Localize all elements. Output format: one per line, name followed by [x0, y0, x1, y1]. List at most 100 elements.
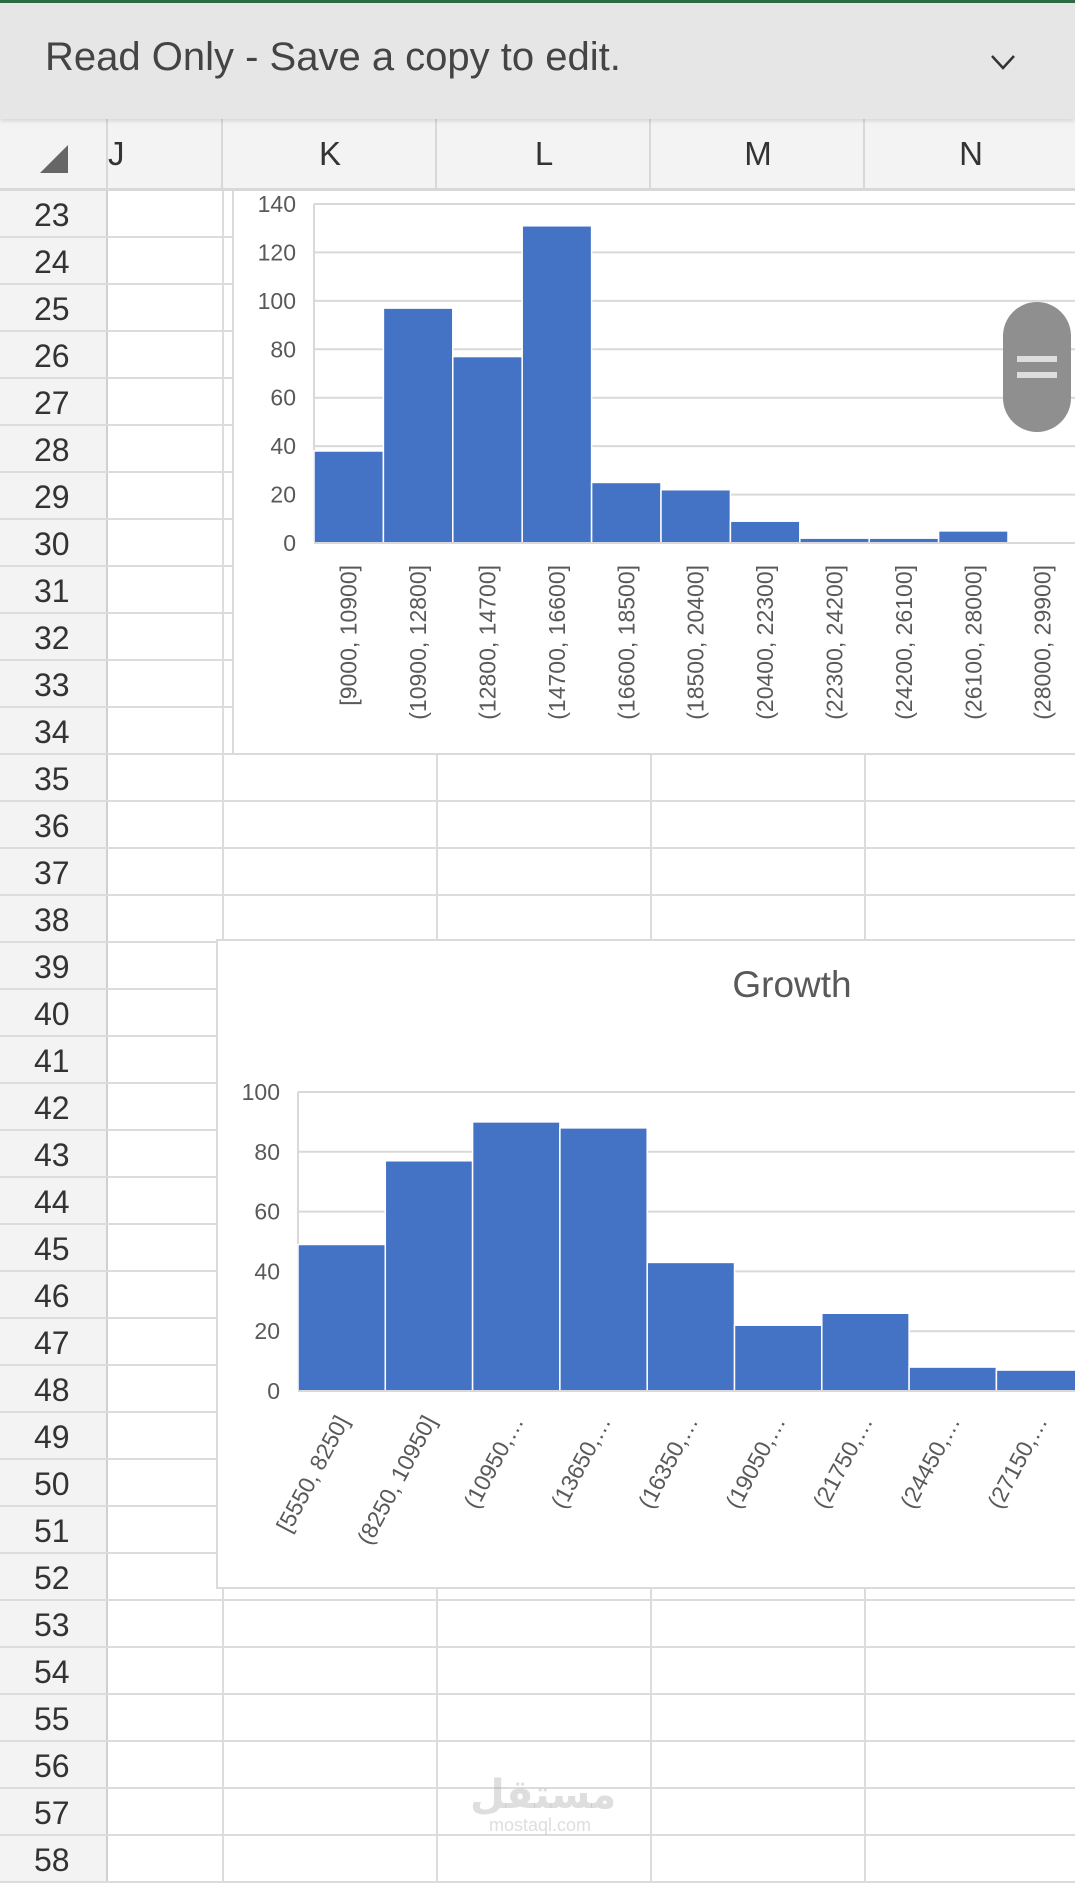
row-number[interactable]: 31 — [0, 567, 108, 612]
sheet-row[interactable]: 53 — [0, 1601, 1075, 1648]
row-number[interactable]: 26 — [0, 332, 108, 377]
sheet-row[interactable]: 56 — [0, 1742, 1075, 1789]
cell-divider — [222, 1601, 224, 1646]
chart-1-svg: 0 20 40 60 80 100 120 140 [9000, 10900] (10900, 1… — [258, 191, 1075, 720]
sheet-row[interactable]: 55 — [0, 1695, 1075, 1742]
cell-divider — [650, 1789, 652, 1834]
read-only-banner[interactable]: Read Only - Save a copy to edit. — [0, 3, 1075, 119]
cell-divider — [222, 661, 224, 706]
row-number[interactable]: 46 — [0, 1272, 108, 1317]
banner-text: Read Only - Save a copy to edit. — [45, 35, 621, 79]
row-number[interactable]: 48 — [0, 1366, 108, 1411]
x-tick-label: (27150,… — [982, 1411, 1052, 1512]
cell-divider — [864, 1648, 866, 1693]
x-tick-label: (20400, 22300] — [752, 565, 778, 720]
cell-divider — [222, 379, 224, 424]
sheet-row[interactable]: 54 — [0, 1648, 1075, 1695]
row-number[interactable]: 52 — [0, 1554, 108, 1599]
row-number[interactable]: 24 — [0, 238, 108, 283]
row-number[interactable]: 34 — [0, 708, 108, 753]
row-number[interactable]: 51 — [0, 1507, 108, 1552]
cell-divider — [222, 614, 224, 659]
row-number[interactable]: 50 — [0, 1460, 108, 1505]
sheet-row[interactable]: 35 — [0, 755, 1075, 802]
cell-divider — [650, 802, 652, 847]
y-tick-label: 20 — [254, 1318, 280, 1344]
cell-divider — [222, 1836, 224, 1881]
row-number[interactable]: 39 — [0, 943, 108, 988]
x-tick-label: (18500, 20400] — [683, 565, 709, 720]
x-tick-label: (24450,… — [895, 1411, 965, 1512]
cell-divider — [436, 896, 438, 941]
row-number[interactable]: 57 — [0, 1789, 108, 1834]
cell-divider — [864, 1601, 866, 1646]
row-number[interactable]: 25 — [0, 285, 108, 330]
row-number[interactable]: 58 — [0, 1836, 108, 1881]
histogram-bar — [521, 225, 593, 544]
watermark-arabic: مستقل — [470, 1773, 617, 1817]
row-number[interactable]: 23 — [0, 191, 108, 236]
row-number[interactable]: 49 — [0, 1413, 108, 1458]
chart-title: Growth — [732, 964, 851, 1005]
histogram-bar — [995, 1369, 1075, 1392]
row-number[interactable]: 42 — [0, 1084, 108, 1129]
column-header-k[interactable]: K — [221, 119, 437, 188]
cell-divider — [222, 708, 224, 753]
cell-divider — [650, 1648, 652, 1693]
row-number[interactable]: 53 — [0, 1601, 108, 1646]
row-number[interactable]: 43 — [0, 1131, 108, 1176]
column-header-m[interactable]: M — [649, 119, 865, 188]
cell-divider — [222, 285, 224, 330]
cell-divider — [222, 1789, 224, 1834]
cell-divider — [650, 1601, 652, 1646]
row-number[interactable]: 45 — [0, 1225, 108, 1270]
row-number[interactable]: 44 — [0, 1178, 108, 1223]
histogram-bar — [733, 1324, 823, 1392]
row-number[interactable]: 30 — [0, 520, 108, 565]
sheet-row[interactable]: 52 — [0, 1554, 1075, 1601]
row-number[interactable]: 37 — [0, 849, 108, 894]
histogram-bar — [821, 1312, 910, 1392]
row-number[interactable]: 41 — [0, 1037, 108, 1082]
cell-divider — [864, 849, 866, 894]
sheet-row[interactable]: 37 — [0, 849, 1075, 896]
cell-divider — [436, 1695, 438, 1740]
row-number[interactable]: 47 — [0, 1319, 108, 1364]
sheet-row[interactable]: 36 — [0, 802, 1075, 849]
row-number[interactable]: 32 — [0, 614, 108, 659]
scroll-handle[interactable] — [1003, 302, 1071, 432]
sheet-row[interactable]: 57 — [0, 1789, 1075, 1836]
cell-divider — [222, 849, 224, 894]
histogram-chart-growth[interactable]: Growth 0 20 40 60 80 100 [5550, 8250] (8250, 109… — [216, 939, 1075, 1589]
x-tick-label: (26100, 28000] — [960, 565, 986, 720]
row-number[interactable]: 35 — [0, 755, 108, 800]
row-number[interactable]: 27 — [0, 379, 108, 424]
row-number[interactable]: 54 — [0, 1648, 108, 1693]
y-tick-label: 60 — [254, 1199, 280, 1225]
row-number[interactable]: 29 — [0, 473, 108, 518]
sheet-row[interactable]: 38 — [0, 896, 1075, 943]
column-header-j[interactable]: J — [106, 119, 223, 188]
column-header-l[interactable]: L — [435, 119, 651, 188]
column-header-n[interactable]: N — [863, 119, 1075, 188]
histogram-chart-1[interactable]: 0 20 40 60 80 100 120 140 [9000, 10900] (10900, 1… — [232, 175, 1075, 755]
row-number[interactable]: 28 — [0, 426, 108, 471]
column-header-bar: J K L M N — [0, 119, 1075, 191]
x-tick-label: (21750,… — [807, 1411, 877, 1512]
row-number[interactable]: 40 — [0, 990, 108, 1035]
row-number[interactable]: 36 — [0, 802, 108, 847]
row-number[interactable]: 33 — [0, 661, 108, 706]
cell-divider — [650, 1742, 652, 1787]
chevron-down-icon[interactable] — [988, 47, 1018, 77]
cell-divider — [864, 1789, 866, 1834]
row-number[interactable]: 55 — [0, 1695, 108, 1740]
sheet-row[interactable]: 58 — [0, 1836, 1075, 1883]
row-number[interactable]: 38 — [0, 896, 108, 941]
select-all-icon[interactable] — [40, 145, 68, 173]
row-number[interactable]: 56 — [0, 1742, 108, 1787]
cell-divider — [436, 1836, 438, 1881]
cell-divider — [436, 1601, 438, 1646]
cell-divider — [222, 802, 224, 847]
y-tick-label: 100 — [258, 288, 296, 314]
x-tick-label: (24200, 26100] — [891, 565, 917, 720]
